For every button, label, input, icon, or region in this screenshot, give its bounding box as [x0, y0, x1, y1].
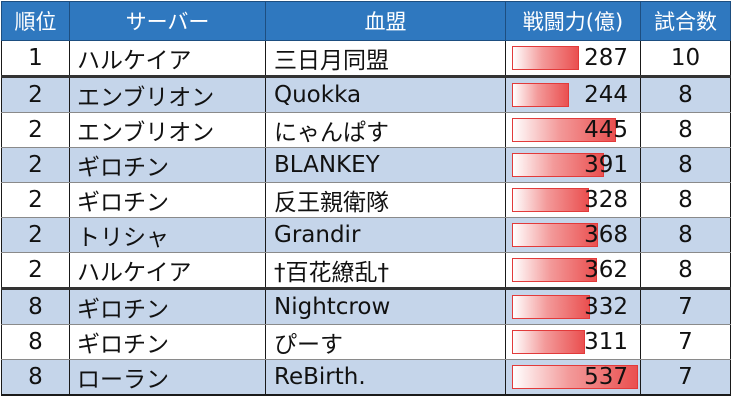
server-cell: ギロチン — [69, 287, 266, 325]
power-cell: 244 — [505, 75, 641, 113]
ranking-table: 順位 サーバー 血盟 戦闘力(億) 試合数 1 ハルケイア 三日月同盟 287 10 2 エ… — [1, 1, 731, 396]
matches-cell: 8 — [640, 182, 731, 218]
server-cell: ギロチン — [69, 147, 266, 183]
power-value: 445 — [584, 117, 628, 143]
server-cell: エンブリオン — [69, 112, 266, 148]
alliance-cell: にゃんぱす — [265, 112, 506, 148]
table-row: 2 エンブリオン Quokka 244 8 — [1, 75, 731, 113]
power-value: 244 — [584, 82, 628, 108]
alliance-cell: 三日月同盟 — [265, 40, 506, 77]
alliance-cell: BLANKEY — [265, 147, 506, 183]
alliance-cell: 反王親衛隊 — [265, 182, 506, 218]
power-cell: 537 — [505, 359, 641, 396]
power-value: 311 — [584, 329, 628, 355]
power-value: 537 — [584, 364, 628, 390]
power-value: 328 — [584, 187, 628, 213]
header-power: 戦闘力(億) — [505, 1, 641, 41]
matches-cell: 8 — [640, 75, 731, 113]
power-value: 391 — [584, 152, 628, 178]
server-cell: トリシャ — [69, 217, 266, 253]
header-alliance: 血盟 — [265, 1, 506, 41]
server-cell: ハルケイア — [69, 40, 266, 77]
matches-cell: 8 — [640, 217, 731, 253]
server-cell: エンブリオン — [69, 75, 266, 113]
matches-cell: 8 — [640, 252, 731, 289]
power-cell: 362 — [505, 252, 641, 289]
power-bar — [512, 118, 616, 142]
matches-cell: 7 — [640, 324, 731, 360]
power-bar — [512, 46, 579, 70]
power-bar — [512, 188, 589, 212]
power-bar — [512, 223, 598, 247]
matches-cell: 8 — [640, 112, 731, 148]
power-cell: 311 — [505, 324, 641, 360]
server-cell: ローラン — [69, 359, 266, 396]
table-row: 1 ハルケイア 三日月同盟 287 10 — [1, 40, 731, 77]
header-server: サーバー — [69, 1, 266, 41]
alliance-cell: ReBirth. — [265, 359, 506, 396]
alliance-cell: †百花繚乱† — [265, 252, 506, 289]
power-cell: 391 — [505, 147, 641, 183]
matches-cell: 10 — [640, 40, 731, 77]
rank-cell: 8 — [1, 324, 70, 360]
rank-cell: 8 — [1, 287, 70, 325]
rank-cell: 2 — [1, 112, 70, 148]
alliance-cell: Nightcrow — [265, 287, 506, 325]
header-matches: 試合数 — [640, 1, 731, 41]
table-row: 2 トリシャ Grandir 368 8 — [1, 217, 731, 253]
power-cell: 332 — [505, 287, 641, 325]
rank-cell: 2 — [1, 252, 70, 289]
power-cell: 287 — [505, 40, 641, 77]
server-cell: ハルケイア — [69, 252, 266, 289]
alliance-cell: Grandir — [265, 217, 506, 253]
power-cell: 445 — [505, 112, 641, 148]
power-value: 287 — [584, 45, 628, 71]
power-bar — [512, 295, 590, 319]
matches-cell: 7 — [640, 359, 731, 396]
power-bar — [512, 330, 585, 354]
rank-cell: 1 — [1, 40, 70, 77]
matches-cell: 7 — [640, 287, 731, 325]
power-value: 332 — [584, 294, 628, 320]
table-body: 1 ハルケイア 三日月同盟 287 10 2 エンブリオン Quokka 244 8 2 エンブリオン… — [1, 40, 731, 396]
power-bar — [512, 153, 604, 177]
server-cell: ギロチン — [69, 182, 266, 218]
power-value: 368 — [584, 222, 628, 248]
server-cell: ギロチン — [69, 324, 266, 360]
rank-cell: 2 — [1, 75, 70, 113]
alliance-cell: ぴーす — [265, 324, 506, 360]
rank-cell: 2 — [1, 147, 70, 183]
rank-cell: 8 — [1, 359, 70, 396]
header-rank: 順位 — [1, 1, 70, 41]
table-row: 8 ローラン ReBirth. 537 7 — [1, 359, 731, 396]
table-row: 8 ギロチン ぴーす 311 7 — [1, 324, 731, 360]
power-value: 362 — [584, 257, 628, 283]
power-cell: 328 — [505, 182, 641, 218]
power-bar — [512, 258, 597, 282]
power-bar — [512, 365, 638, 389]
power-bar — [512, 83, 569, 107]
rank-cell: 2 — [1, 182, 70, 218]
table-header: 順位 サーバー 血盟 戦闘力(億) 試合数 — [1, 1, 731, 41]
table-row: 2 ギロチン 反王親衛隊 328 8 — [1, 182, 731, 218]
rank-cell: 2 — [1, 217, 70, 253]
table-row: 2 エンブリオン にゃんぱす 445 8 — [1, 112, 731, 148]
header-row: 順位 サーバー 血盟 戦闘力(億) 試合数 — [1, 1, 731, 41]
table-row: 2 ハルケイア †百花繚乱† 362 8 — [1, 252, 731, 289]
alliance-cell: Quokka — [265, 75, 506, 113]
matches-cell: 8 — [640, 147, 731, 183]
power-cell: 368 — [505, 217, 641, 253]
table-row: 8 ギロチン Nightcrow 332 7 — [1, 287, 731, 325]
table-row: 2 ギロチン BLANKEY 391 8 — [1, 147, 731, 183]
